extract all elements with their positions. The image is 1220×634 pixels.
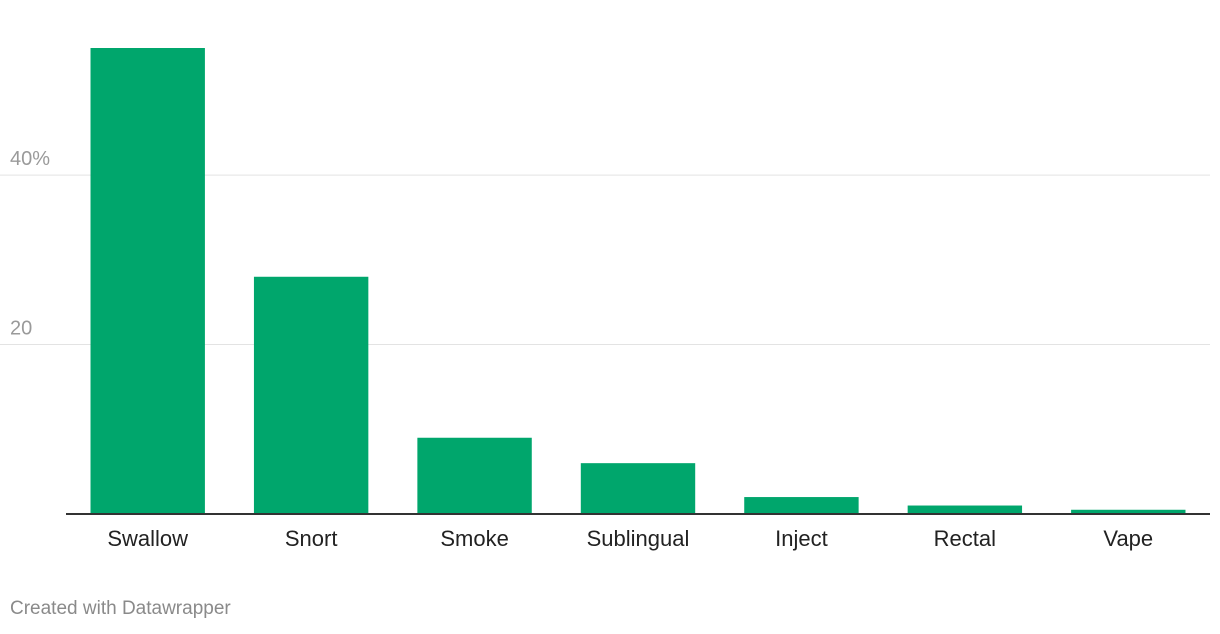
bars: [90, 48, 1186, 514]
y-tick-label: 20: [10, 318, 32, 340]
x-tick-label-vape: Vape: [1103, 526, 1153, 551]
y-tick-label: 40%: [10, 148, 50, 170]
bar-snort: [253, 276, 369, 514]
bar-rectal: [907, 505, 1023, 514]
bar-chart: 20 40% Swallow Snort Smoke Sublingual Inject R…: [0, 48, 1210, 551]
x-tick-label-sublingual: Sublingual: [587, 526, 690, 551]
bar-inject: [744, 497, 859, 514]
credit-footer: Created with Datawrapper: [10, 598, 231, 619]
bar-sublingual: [580, 463, 696, 514]
bar-vape: [1071, 509, 1186, 514]
y-axis-tick-labels: 20 40%: [10, 148, 50, 339]
x-tick-label-swallow: Swallow: [107, 526, 188, 551]
bar-smoke: [417, 437, 532, 514]
x-tick-label-inject: Inject: [775, 526, 828, 551]
x-axis-tick-labels: Swallow Snort Smoke Sublingual Inject Rectal V…: [107, 526, 1153, 551]
x-tick-label-rectal: Rectal: [934, 526, 996, 551]
x-tick-label-smoke: Smoke: [440, 526, 508, 551]
x-tick-label-snort: Snort: [285, 526, 338, 551]
bar-swallow: [90, 48, 205, 514]
